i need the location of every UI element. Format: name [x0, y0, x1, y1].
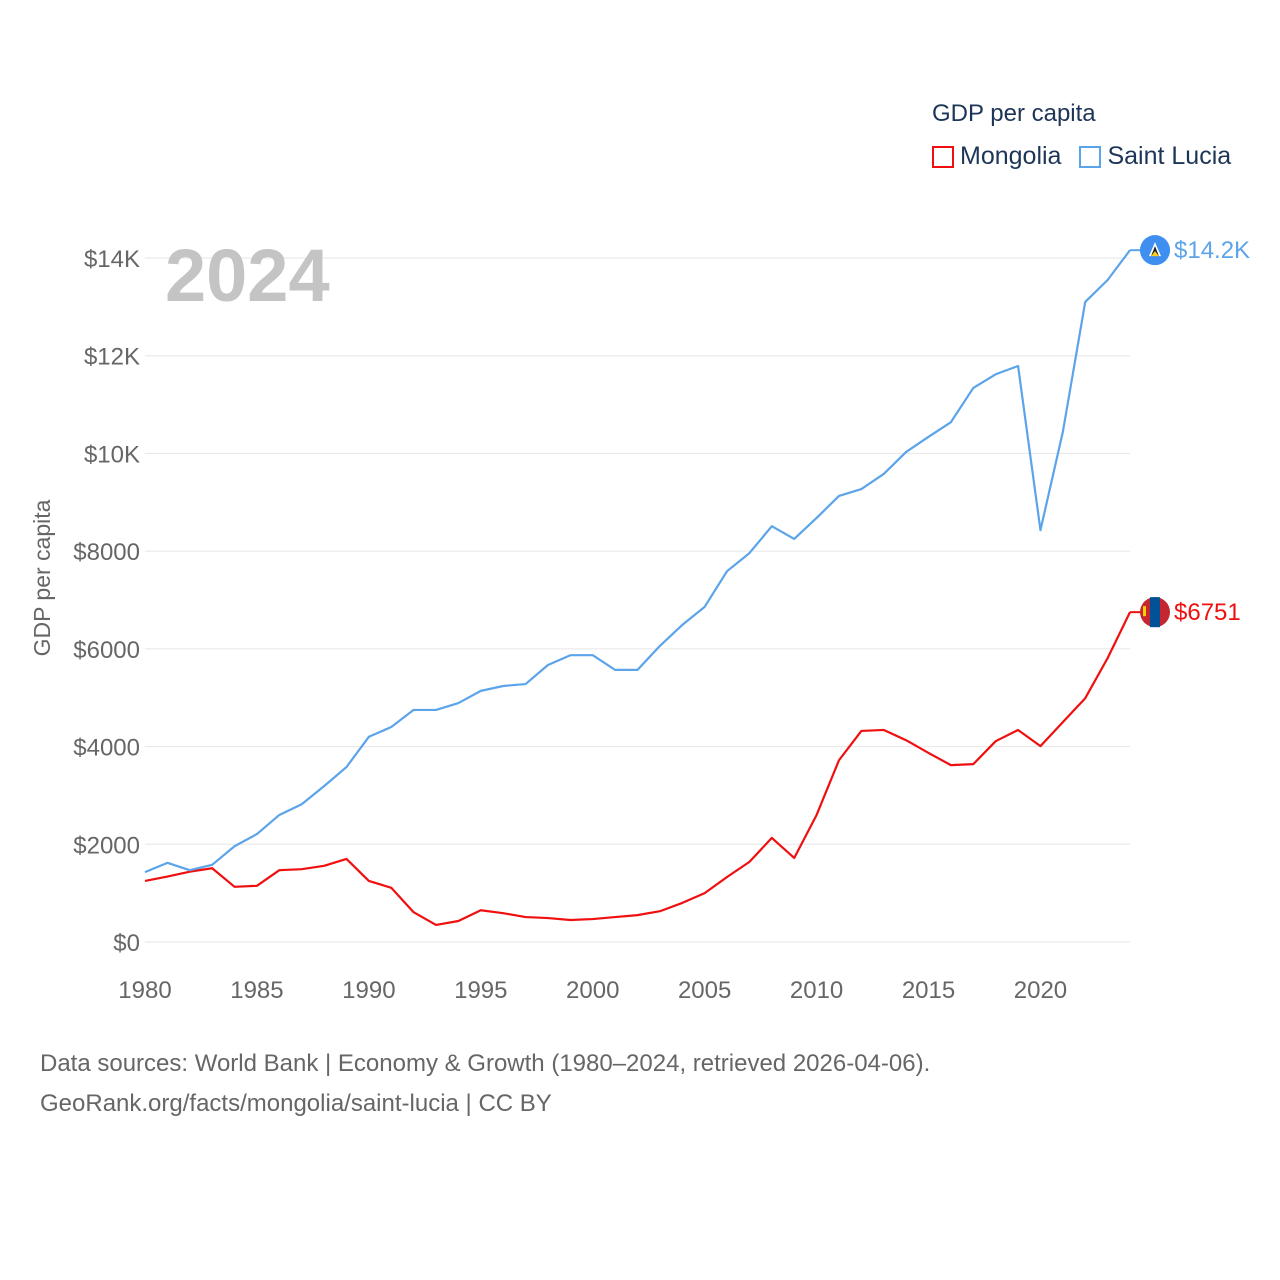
legend-item-mongolia[interactable]: Mongolia	[932, 142, 1061, 171]
end-value-label: $6751	[1174, 599, 1241, 626]
source-note: Data sources: World Bank | Economy & Gro…	[40, 1044, 930, 1124]
series-end-labels: $6751 $14.2K	[1130, 235, 1250, 628]
legend-swatch-saint-lucia	[1079, 145, 1102, 168]
x-tick-label: 1990	[342, 977, 395, 1004]
year-watermark: 2024	[165, 234, 330, 317]
x-tick-label: 2005	[678, 977, 731, 1004]
legend: Mongolia Saint Lucia	[932, 142, 1231, 171]
x-tick-label: 2010	[790, 977, 843, 1004]
y-tick-label: $8000	[73, 539, 140, 566]
source-line-2[interactable]: GeoRank.org/facts/mongolia/saint-lucia |…	[40, 1090, 552, 1117]
legend-label: Mongolia	[960, 142, 1062, 170]
y-axis-label: GDP per capita	[29, 499, 55, 656]
grid: $0 $2000 $4000 $6000 $8000 $10K $12K $14K 1980 19…	[73, 246, 1130, 1004]
legend-swatch-mongolia	[932, 145, 954, 168]
source-line-1: Data sources: World Bank | Economy & Gro…	[40, 1050, 931, 1077]
series-lines	[144, 249, 1131, 927]
x-tick-label: 1980	[118, 977, 171, 1004]
y-tick-label: $4000	[73, 735, 140, 762]
saint-lucia-flag-icon	[1140, 235, 1170, 266]
x-tick-label: 2000	[566, 977, 619, 1004]
x-tick-label: 2020	[1014, 977, 1067, 1004]
x-tick-label: 2015	[902, 977, 955, 1004]
y-tick-label: $2000	[73, 832, 140, 859]
y-tick-label: $10K	[84, 441, 140, 468]
y-tick-label: $14K	[84, 246, 140, 273]
flag-stripe	[1150, 597, 1160, 628]
x-tick-label: 1995	[454, 977, 507, 1004]
legend-item-saint-lucia[interactable]: Saint Lucia	[1079, 142, 1231, 171]
y-tick-label: $12K	[84, 344, 140, 371]
legend-label: Saint Lucia	[1107, 142, 1232, 170]
mongolia-flag-icon	[1140, 597, 1170, 628]
y-tick-label: $0	[113, 930, 140, 957]
flag-soyombo	[1143, 606, 1146, 617]
series-line-mongolia	[144, 611, 1131, 927]
flag-triangle-gold	[1151, 251, 1159, 257]
legend-title: GDP per capita	[932, 100, 1096, 127]
end-value-label: $14.2K	[1174, 237, 1250, 264]
x-tick-label: 1985	[230, 977, 283, 1004]
y-tick-label: $6000	[73, 637, 140, 664]
series-line-saint-lucia	[144, 249, 1131, 874]
